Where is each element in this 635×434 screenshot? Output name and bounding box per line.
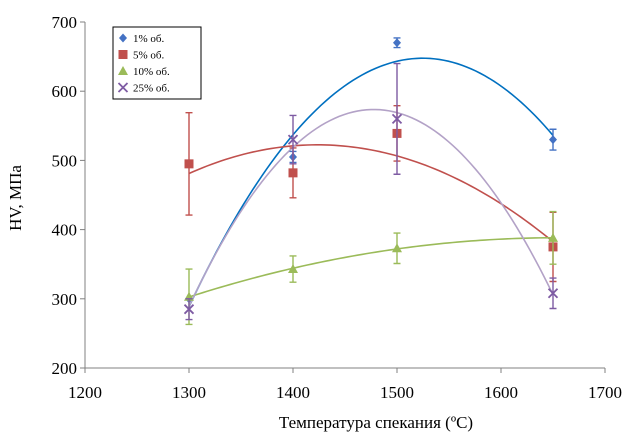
- y-tick-label: 400: [52, 221, 78, 240]
- data-point: [287, 134, 299, 145]
- x-tick-label: 1400: [276, 383, 310, 402]
- plot-area: [183, 37, 559, 326]
- legend-label: 25% об.: [133, 83, 170, 95]
- legend-marker: [119, 33, 127, 43]
- axes: 1200 1300 1400 1500 1600 1700 200 300 400 500 600 7…: [52, 13, 623, 402]
- data-point: [184, 159, 194, 169]
- legend-label: 5% об.: [133, 50, 165, 62]
- x-tick-label: 1700: [588, 383, 622, 402]
- legend-label: 1% об.: [133, 33, 165, 45]
- x-tick-label: 1600: [484, 383, 518, 402]
- y-tick-label: 200: [52, 359, 78, 378]
- legend: 1% об. 5% об. 10% об. 25% об.: [112, 26, 202, 100]
- y-tick-label: 300: [52, 290, 78, 309]
- x-tick-label: 1200: [68, 383, 102, 402]
- legend-marker: [118, 50, 128, 59]
- data-point: [549, 135, 557, 145]
- x-tick-label: 1300: [172, 383, 206, 402]
- trendline-1: [188, 57, 554, 308]
- x-axis-label: Температура спекания (ºС): [279, 413, 473, 432]
- legend-label: 10% об.: [133, 66, 170, 78]
- data-point: [183, 304, 195, 315]
- legend-box: [112, 26, 202, 100]
- trendline-4: [188, 108, 554, 307]
- legend-marker: [117, 82, 129, 93]
- y-tick-label: 600: [52, 82, 78, 101]
- data-point: [547, 288, 559, 299]
- data-point: [288, 168, 298, 178]
- data-point: [288, 264, 298, 274]
- trendline-3: [188, 236, 554, 298]
- legend-marker: [118, 66, 128, 75]
- x-tick-label: 1500: [380, 383, 414, 402]
- y-axis-label: HV, МПа: [6, 165, 25, 231]
- trendline-2: [188, 144, 554, 243]
- data-point: [548, 232, 558, 242]
- data-point: [393, 38, 401, 48]
- data-point: [391, 113, 403, 125]
- y-tick-label: 500: [52, 151, 78, 170]
- y-tick-label: 700: [52, 13, 78, 32]
- data-point: [392, 243, 402, 253]
